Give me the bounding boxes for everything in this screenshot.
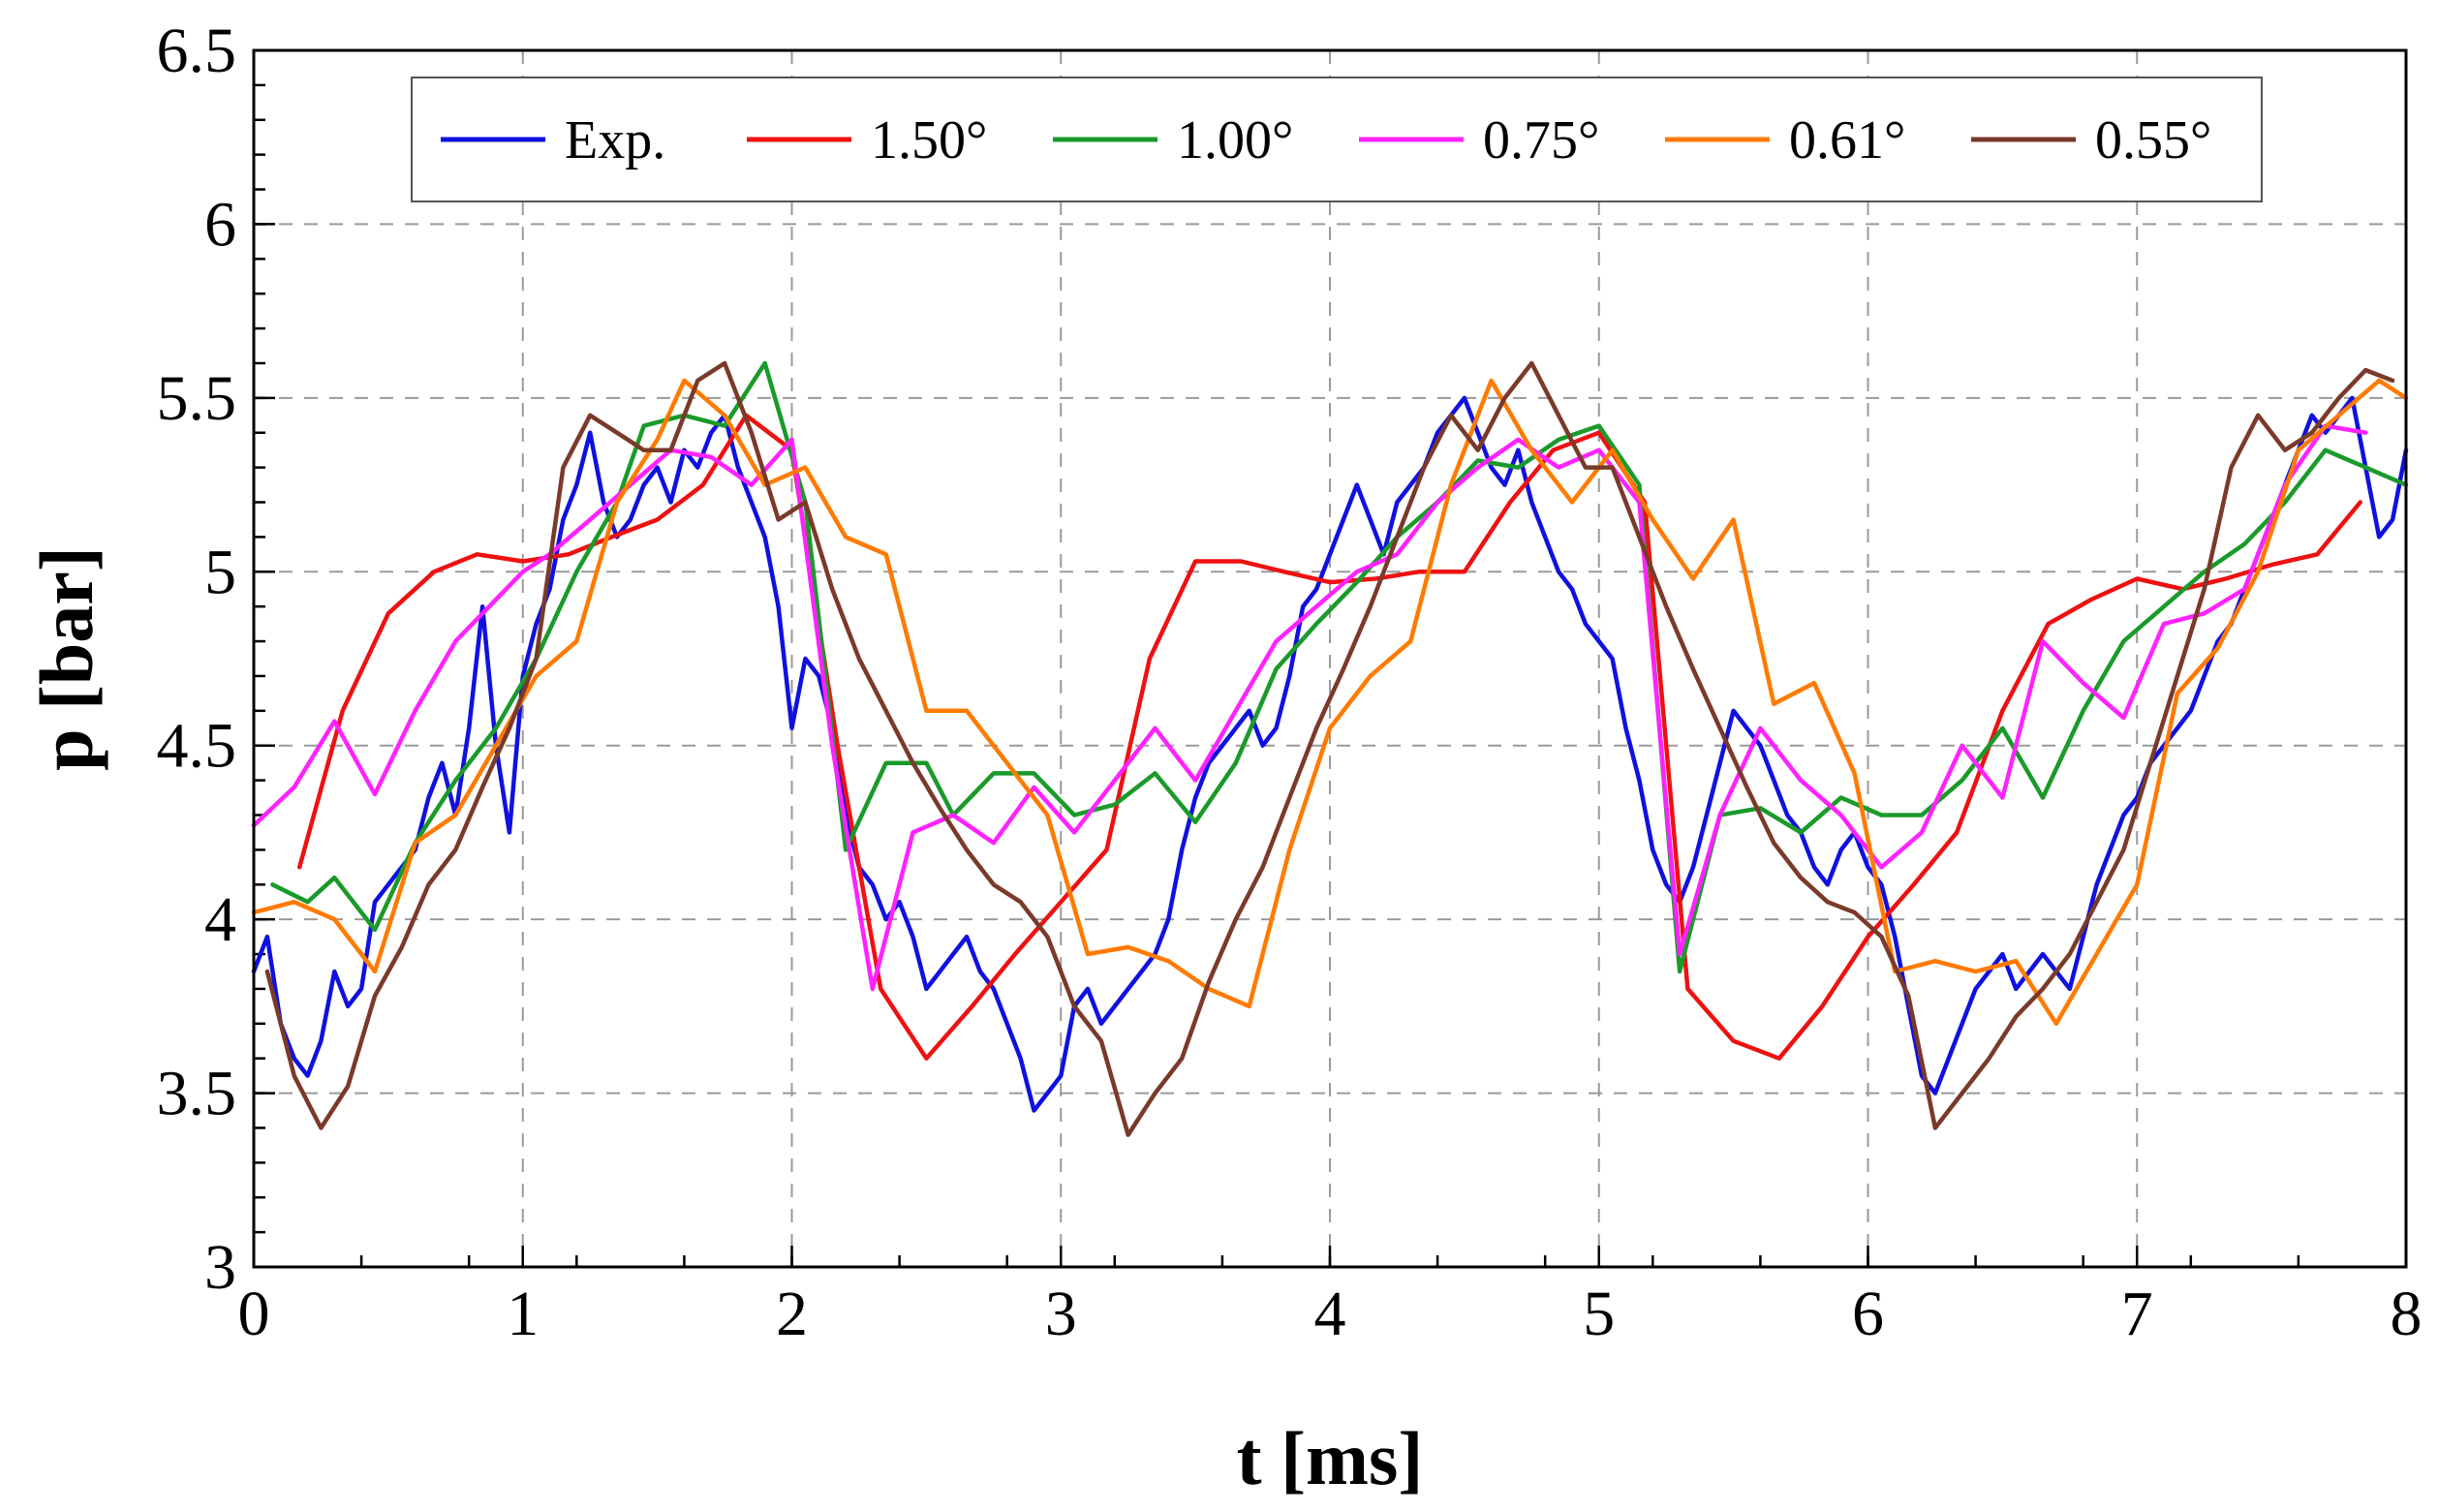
legend-box [411, 77, 2263, 202]
series-line-4 [251, 378, 2409, 1027]
legend-label-0: Exp. [565, 110, 665, 170]
y-tick-labels: 3 3.5 4 4.5 5 5.5 6 6.5 [157, 15, 237, 1303]
y-tick-label: 5 [204, 537, 236, 607]
grid-lines [254, 50, 2406, 1267]
x-tick-label: 7 [2121, 1279, 2153, 1349]
y-axis-label: p [bar] [24, 546, 108, 771]
series-lines [251, 360, 2409, 1137]
y-tick-label: 5.5 [157, 363, 237, 434]
x-tick-label: 2 [776, 1279, 808, 1349]
legend-label-3: 0.75° [1483, 110, 1599, 170]
x-tick-label: 4 [1314, 1279, 1346, 1349]
y-tick-label: 4.5 [157, 711, 237, 782]
series-line-5 [264, 360, 2395, 1137]
plot-frame [252, 48, 2408, 1269]
series-line-3 [251, 423, 2368, 992]
x-axis-label: t [ms] [1237, 1416, 1424, 1500]
legend-label-4: 0.61° [1789, 110, 1905, 170]
y-tick-label: 3.5 [157, 1059, 237, 1129]
legend: Exp. 1.50° 1.00° 0.75° 0.61° 0.55° [411, 77, 2263, 202]
legend-label-5: 0.55° [2095, 110, 2211, 170]
legend-label-1: 1.50° [871, 110, 987, 170]
y-tick-label: 6.5 [157, 15, 237, 86]
x-tick-label: 0 [238, 1279, 270, 1349]
x-tick-label: 1 [507, 1279, 539, 1349]
legend-label-2: 1.00° [1177, 110, 1293, 170]
x-tick-label: 6 [1852, 1279, 1884, 1349]
x-tick-label: 5 [1583, 1279, 1615, 1349]
x-tick-label: 8 [2391, 1279, 2423, 1349]
x-tick-label: 3 [1045, 1279, 1077, 1349]
y-tick-label: 6 [204, 189, 236, 260]
x-tick-labels: 0 1 2 3 4 5 6 7 8 [238, 1279, 2423, 1349]
y-tick-label: 3 [204, 1232, 236, 1303]
y-tick-label: 4 [204, 884, 236, 955]
series-line-1 [296, 413, 2363, 1061]
